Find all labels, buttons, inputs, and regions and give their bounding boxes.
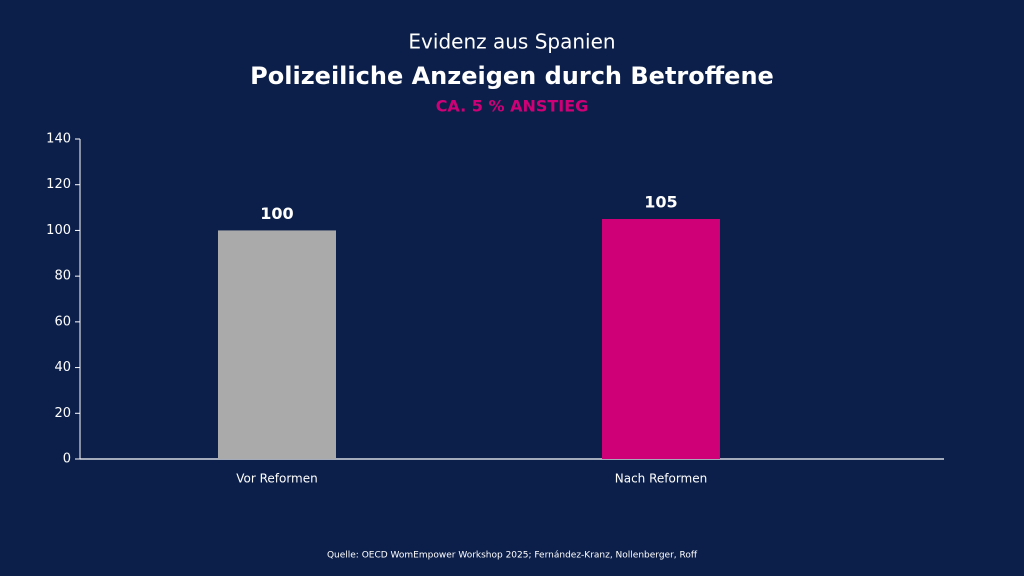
y-tick-label: 80 [54, 269, 71, 284]
source-note: Quelle: OECD WomEmpower Workshop 2025; F… [327, 551, 698, 561]
y-tick-label: 100 [46, 223, 71, 238]
y-tick-label: 120 [46, 177, 71, 192]
data-label: 100 [260, 204, 293, 223]
y-tick-label: 60 [54, 314, 71, 329]
bar [217, 230, 336, 459]
chart-kicker: Evidenz aus Spanien [408, 30, 615, 54]
chart-highlight: CA. 5 % ANSTIEG [436, 97, 589, 116]
y-tick-label: 40 [54, 360, 71, 375]
y-tick-label: 140 [46, 132, 71, 147]
chart-title: Polizeiliche Anzeigen durch Betroffene [250, 62, 774, 90]
bar [601, 219, 720, 459]
x-tick-label: Nach Reformen [615, 472, 708, 486]
y-tick-label: 20 [54, 406, 71, 421]
x-tick-label: Vor Reformen [236, 472, 318, 486]
data-label: 105 [644, 193, 677, 212]
y-tick-label: 0 [63, 452, 71, 467]
